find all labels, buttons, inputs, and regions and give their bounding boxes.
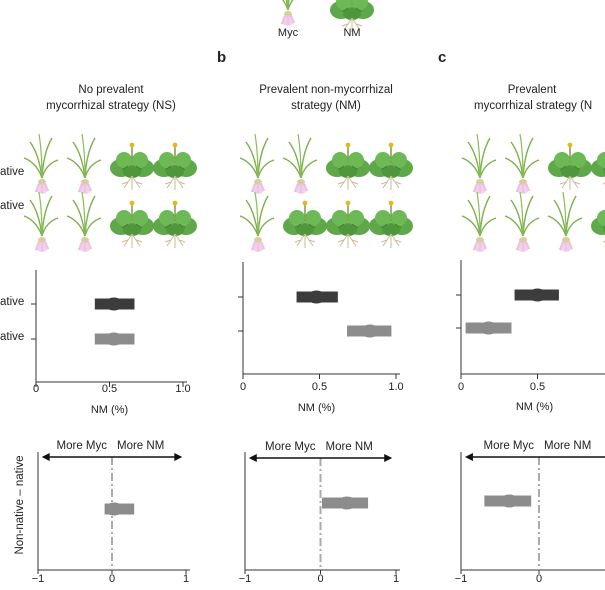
x-tick-label: 0.5 (530, 381, 545, 393)
nm-plant-icon (325, 141, 371, 191)
nm-plant-icon (368, 141, 414, 191)
x-tick-label: −1 (455, 573, 468, 585)
nm-plant-icon (368, 199, 414, 249)
x-tick-label: 1 (393, 573, 399, 585)
x-tick-label: 0 (240, 381, 246, 393)
x-tick-label: 0 (317, 573, 323, 585)
nonnative-estimate-mark (465, 321, 512, 335)
myc-plant-icon (238, 190, 276, 254)
panel-a-title-2: mycorrhizal strategy (NS) (46, 100, 176, 112)
nm-plant-icon (152, 199, 198, 249)
myc-plant-icon (503, 132, 541, 196)
nm-plant-icon (152, 141, 198, 191)
x-tick-label: 1.0 (388, 381, 403, 393)
myc-plant-icon (268, 0, 306, 28)
row-label-native: ative (0, 166, 24, 178)
panel-b-letter: b (217, 49, 226, 66)
x-tick-label: 1 (183, 573, 189, 585)
native-estimate-mark (94, 297, 135, 311)
plant-grid (22, 132, 605, 254)
panel-a-title-1: No prevalent (78, 84, 144, 96)
myc-plant-icon (460, 190, 498, 254)
x-tick-label: 0 (33, 383, 39, 395)
x-tick-label: 1.0 (175, 383, 190, 395)
difference-estimate-mark (104, 502, 135, 516)
x-axis-label: NM (%) (516, 401, 553, 413)
myc-plant-icon (460, 132, 498, 196)
myc-plant-icon (546, 190, 584, 254)
difference-estimate-mark (322, 496, 369, 510)
nm-plant-icon (109, 141, 155, 191)
nonnative-estimate-mark (94, 332, 135, 346)
x-tick-label: 0 (109, 573, 115, 585)
nonnative-estimate-mark (347, 324, 392, 338)
x-tick-label: 0.5 (102, 383, 117, 395)
more-nm-label: More NM (117, 440, 164, 452)
panel-titles: No prevalent mycorrhizal strategy (NS) P… (46, 84, 592, 112)
x-tick-label: 0.5 (312, 381, 327, 393)
arrow-right-icon (174, 453, 183, 461)
myc-plant-icon (65, 132, 103, 196)
myc-plant-icon (22, 190, 60, 254)
row-label-nonnative: ative (0, 200, 24, 212)
panel-b-title-2: strategy (NM) (291, 100, 361, 112)
nm-plant-icon (109, 199, 155, 249)
panel-c-title-1: Prevalent (508, 84, 557, 96)
panel-c-title-2: mycorrhizal strategy (N (474, 100, 592, 112)
top-plot-row-label-2: ative (0, 331, 24, 343)
nm-percent-plots: ative ative 0 0.5 1.0 NM (%) 0 0.5 1.0 NM (%) 0 0… (0, 260, 605, 416)
nm-plant-icon (282, 199, 328, 249)
x-tick-label: −1 (32, 573, 45, 585)
myc-plant-icon (281, 132, 319, 196)
arrow-right-icon (384, 454, 393, 462)
legend: Myc NM (268, 0, 375, 39)
arrow-left-icon (464, 453, 473, 461)
difference-plots: Non-native – native More Myc More NM −1 0 1 M… (14, 440, 605, 585)
top-plot-row-label-1: ative (0, 296, 24, 308)
difference-estimate-mark (484, 494, 532, 508)
legend-nm-label: NM (343, 27, 360, 39)
panel-c-letter: c (438, 49, 446, 66)
more-myc-label: More Myc (57, 440, 108, 452)
difference-y-label: Non-native – native (14, 455, 26, 554)
myc-plant-icon (65, 190, 103, 254)
nm-plant-icon (590, 141, 605, 191)
legend-myc-label: Myc (278, 27, 299, 39)
x-axis-label: NM (%) (91, 404, 128, 416)
native-estimate-mark (296, 290, 338, 304)
x-axis-label: NM (%) (298, 402, 335, 414)
more-myc-label: More Myc (265, 441, 316, 453)
more-myc-label: More Myc (484, 440, 535, 452)
x-tick-label: −1 (239, 573, 252, 585)
myc-plant-icon (22, 132, 60, 196)
panel-b-title-1: Prevalent non-mycorrhizal (259, 84, 393, 96)
more-nm-label: More NM (544, 440, 591, 452)
more-nm-label: More NM (326, 441, 373, 453)
nm-plant-icon (325, 199, 371, 249)
nm-plant-icon (590, 199, 605, 249)
myc-plant-icon (503, 190, 541, 254)
x-tick-label: 0 (458, 381, 464, 393)
arrow-left-icon (248, 454, 257, 462)
native-estimate-mark (514, 288, 559, 302)
myc-plant-icon (238, 132, 276, 196)
nm-plant-icon (547, 141, 593, 191)
arrow-left-icon (41, 453, 50, 461)
x-tick-label: 0 (536, 573, 542, 585)
